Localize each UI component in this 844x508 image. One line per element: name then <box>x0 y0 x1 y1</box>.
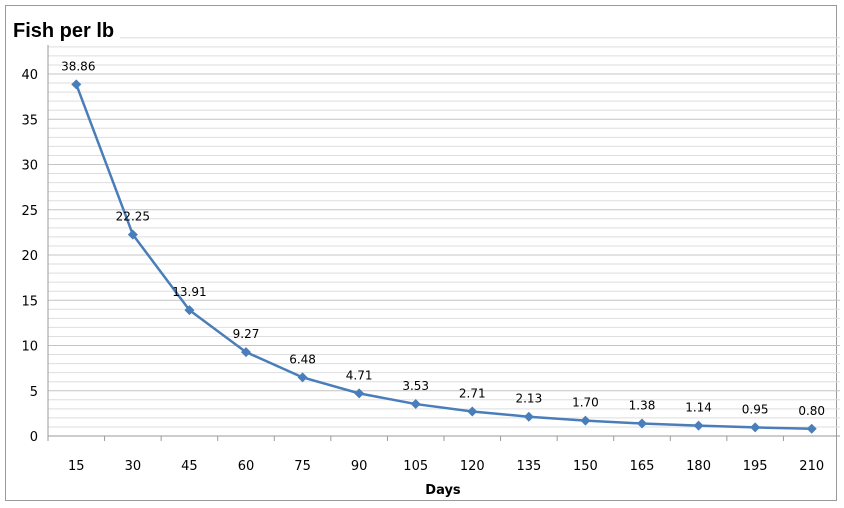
data-point-marker <box>637 418 647 429</box>
y-tick-label: 5 <box>30 385 38 400</box>
y-tick-label: 25 <box>21 204 38 219</box>
data-label: 2.13 <box>515 392 542 406</box>
x-tick-label: 120 <box>460 459 485 474</box>
y-tick-label: 10 <box>21 340 38 355</box>
x-tick-label: 45 <box>181 459 198 474</box>
y-tick-label: 0 <box>30 430 38 445</box>
data-label: 3.53 <box>402 379 429 393</box>
x-tick-label: 30 <box>125 459 142 474</box>
data-label: 6.48 <box>289 352 316 366</box>
data-label: 0.80 <box>798 404 825 418</box>
data-point-marker <box>693 420 704 431</box>
y-tick-label: 35 <box>21 113 38 128</box>
data-label: 9.27 <box>233 327 260 341</box>
data-label: 22.25 <box>116 210 150 224</box>
data-label: 38.86 <box>61 59 95 73</box>
data-point-marker <box>523 411 534 422</box>
y-tick-label: 40 <box>21 68 38 83</box>
x-axis-label: Days <box>425 483 461 498</box>
x-tick-label: 165 <box>630 459 655 474</box>
chart-title: Fish per lb <box>13 17 121 45</box>
data-point-marker <box>806 423 817 434</box>
x-tick-label: 195 <box>743 459 768 474</box>
data-point-marker <box>467 406 478 417</box>
data-series <box>71 79 817 434</box>
x-tick-label: 90 <box>351 459 368 474</box>
x-tick-label: 75 <box>294 459 311 474</box>
x-tick-label: 105 <box>403 459 428 474</box>
data-label: 4.71 <box>346 368 373 382</box>
data-label: 1.70 <box>572 396 599 410</box>
data-point-marker <box>184 305 195 316</box>
data-label: 13.91 <box>172 285 206 299</box>
y-tick-label: 20 <box>21 249 38 264</box>
data-label: 0.95 <box>742 402 769 416</box>
data-point-marker <box>750 422 761 433</box>
data-label: 1.14 <box>685 401 712 415</box>
series-line <box>75 83 812 431</box>
x-tick-label: 180 <box>686 459 711 474</box>
data-point-marker <box>410 399 421 410</box>
x-tick-label: 150 <box>573 459 598 474</box>
data-label: 2.71 <box>459 386 486 400</box>
data-point-marker <box>241 347 251 358</box>
data-point-marker <box>127 229 138 240</box>
data-point-marker <box>354 388 365 399</box>
x-tick-label: 60 <box>238 459 255 474</box>
axes <box>47 30 840 437</box>
x-tick-label: 15 <box>68 459 85 474</box>
data-point-marker <box>71 79 82 90</box>
y-axis-ticks: 0 5 10 15 20 25 30 35 40 <box>21 68 38 445</box>
data-labels: 38.86 22.25 13.91 9.27 6.48 4.71 3.53 2.71 2.13 1… <box>61 59 825 417</box>
y-tick-label: 15 <box>21 294 38 309</box>
x-tick-label: 135 <box>516 459 541 474</box>
data-point-marker <box>580 415 591 426</box>
data-point-marker <box>297 372 308 383</box>
x-axis-ticks: 15 30 45 60 75 90 105 120 135 150 165 180 195 210 <box>47 436 824 474</box>
y-tick-label: 30 <box>21 159 38 174</box>
x-tick-label: 210 <box>799 459 824 474</box>
gridlines <box>48 37 840 428</box>
data-label: 1.38 <box>629 399 656 413</box>
